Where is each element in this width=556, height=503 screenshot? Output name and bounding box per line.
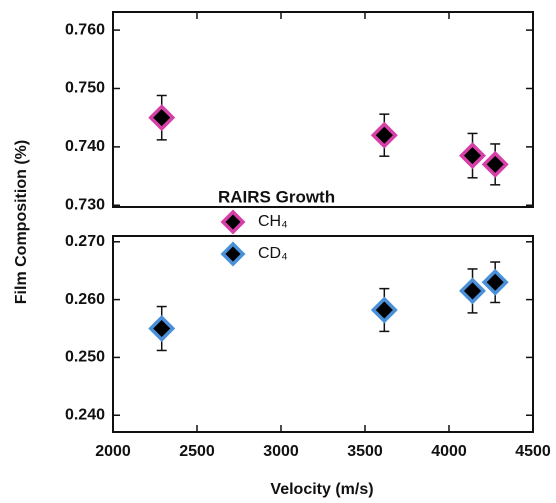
legend-label: CD₄ bbox=[258, 245, 288, 262]
bottom-panel-frame bbox=[112, 235, 534, 433]
y-tick-label: 0.730 bbox=[65, 196, 105, 213]
legend-label: CH₄ bbox=[258, 213, 288, 230]
marker bbox=[370, 121, 398, 149]
y-tick-label: 0.250 bbox=[65, 349, 105, 366]
y-tick-label: 0.760 bbox=[65, 21, 105, 38]
marker bbox=[370, 296, 398, 324]
y-tick-label: 0.740 bbox=[65, 138, 105, 155]
x-tick-label: 3500 bbox=[347, 443, 383, 460]
y-tick-label: 0.260 bbox=[65, 291, 105, 308]
marker bbox=[481, 150, 509, 178]
x-tick-label: 2000 bbox=[95, 443, 131, 460]
x-tick-label: 2500 bbox=[179, 443, 215, 460]
top-panel-frame bbox=[112, 11, 534, 208]
marker bbox=[148, 104, 176, 132]
marker bbox=[148, 315, 176, 342]
legend-marker bbox=[220, 241, 246, 267]
x-tick-label: 3000 bbox=[263, 443, 299, 460]
y-axis-label: Film Composition (%) bbox=[13, 140, 30, 304]
y-tick-label: 0.240 bbox=[65, 406, 105, 423]
y-tick-label: 0.750 bbox=[65, 80, 105, 97]
legend-title: RAIRS Growth bbox=[218, 187, 335, 206]
marker bbox=[481, 268, 509, 296]
legend-marker bbox=[220, 209, 246, 235]
y-tick-label: 0.270 bbox=[65, 233, 105, 250]
x-axis-label: Velocity (m/s) bbox=[270, 481, 373, 498]
x-tick-label: 4500 bbox=[515, 443, 551, 460]
marker bbox=[459, 142, 486, 170]
marker bbox=[459, 277, 486, 305]
x-tick-label: 4000 bbox=[431, 443, 467, 460]
